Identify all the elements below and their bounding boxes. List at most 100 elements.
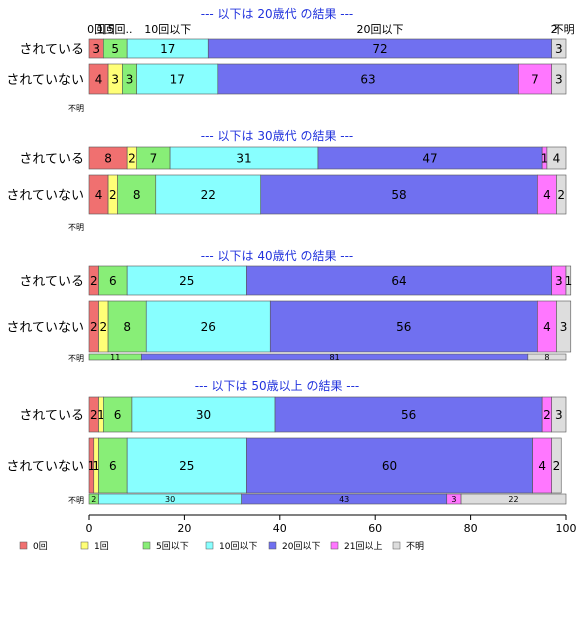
- unknown-bar-value-label: 22: [508, 495, 518, 504]
- bar-value-label: 72: [372, 42, 387, 56]
- bar-value-label: 8: [133, 188, 141, 202]
- bar-segment: [546, 146, 567, 170]
- bar-value-label: 2: [90, 320, 98, 334]
- unknown-bar-value-label: 8: [544, 353, 549, 362]
- legend-swatch: [205, 541, 214, 550]
- bar-value-label: 8: [104, 151, 112, 165]
- bar-value-label: 5: [111, 42, 119, 56]
- bar-value-label: 3: [555, 274, 563, 288]
- top-category-label: 10回以下: [144, 23, 191, 36]
- bar-value-label: 2: [553, 459, 561, 473]
- bar-value-label: 58: [391, 188, 406, 202]
- bar-value-label: 30: [196, 408, 211, 422]
- unknown-bar-value-label: 81: [330, 353, 340, 362]
- panel-title: --- 以下は 30歳代 の結果 ---: [201, 129, 354, 143]
- bar-segment: [155, 174, 262, 215]
- bar-segment: [556, 300, 572, 353]
- unknown-bar-value-label: 3: [451, 495, 456, 504]
- bar-value-label: 7: [150, 151, 158, 165]
- bar-value-label: 47: [422, 151, 437, 165]
- unknown-bar-value-label: 2: [91, 495, 96, 504]
- bar-value-label: 2: [543, 408, 551, 422]
- unknown-bar-value-label: 11: [110, 353, 120, 362]
- panel-title: --- 以下は 50歳以上 の結果 ---: [195, 379, 360, 393]
- bar-segment: [551, 396, 567, 433]
- bar-value-label: 25: [179, 274, 194, 288]
- bar-segment: [136, 63, 219, 95]
- bar-value-label: 3: [555, 408, 563, 422]
- bar-value-label: 6: [114, 408, 122, 422]
- bar-value-label: 4: [538, 459, 546, 473]
- legend-swatch: [80, 541, 89, 550]
- bar-value-label: 56: [396, 320, 411, 334]
- bar-value-label: 64: [391, 274, 406, 288]
- unknown-row-label: 不明: [68, 223, 84, 232]
- x-axis-tick-label: 0: [86, 522, 93, 535]
- bar-value-label: 2: [99, 320, 107, 334]
- unknown-row-label: 不明: [68, 496, 84, 505]
- legend-label: 10回以下: [219, 541, 257, 552]
- legend-swatch: [330, 541, 339, 550]
- bar-value-label: 2: [557, 188, 565, 202]
- bar-value-label: 1: [92, 459, 100, 473]
- x-axis-tick-label: 60: [368, 522, 382, 535]
- legend-swatch: [392, 541, 401, 550]
- bar-value-label: 26: [201, 320, 216, 334]
- bar-value-label: 1: [565, 274, 573, 288]
- bar-value-label: 3: [560, 320, 568, 334]
- unknown-bar-segment: [460, 493, 567, 505]
- bar-value-label: 3: [555, 42, 563, 56]
- unknown-bar-value-label: 30: [165, 495, 175, 504]
- row-label: されている: [19, 409, 84, 424]
- bar-value-label: 6: [109, 274, 117, 288]
- bar-segment: [551, 437, 562, 494]
- row-label: されている: [19, 275, 84, 290]
- bar-segment: [551, 63, 567, 95]
- bar-value-label: 2: [128, 151, 136, 165]
- unknown-bar-value-label: 43: [339, 495, 349, 504]
- bar-value-label: 1: [88, 459, 96, 473]
- legend-label: 不明: [406, 541, 424, 552]
- bar-value-label: 1: [541, 151, 549, 165]
- bar-value-label: 63: [360, 72, 375, 86]
- unknown-bar-segment: [527, 353, 567, 361]
- row-label: されていない: [6, 460, 84, 475]
- bar-value-label: 56: [401, 408, 416, 422]
- legend-label: 21回以上: [344, 541, 382, 552]
- legend-label: 5回以下: [156, 541, 189, 552]
- top-category-label: 1回: [97, 23, 115, 36]
- top-category-label: 20回以下: [356, 23, 403, 36]
- row-label: されていない: [6, 321, 84, 336]
- bar-value-label: 25: [179, 459, 194, 473]
- bar-segment: [131, 396, 276, 433]
- bar-value-label: 2: [109, 188, 117, 202]
- row-label: されていない: [6, 73, 84, 88]
- legend-swatch: [268, 541, 277, 550]
- bar-value-label: 60: [382, 459, 397, 473]
- bar-segment: [98, 265, 128, 296]
- bar-value-label: 4: [543, 188, 551, 202]
- legend-label: 0回: [33, 541, 48, 552]
- bar-value-label: 4: [543, 320, 551, 334]
- x-axis-tick-label: 20: [177, 522, 191, 535]
- legend-swatch: [142, 541, 151, 550]
- bar-value-label: 2: [90, 408, 98, 422]
- bar-segment: [565, 265, 572, 296]
- bar-segment: [107, 300, 147, 353]
- bar-value-label: 4: [95, 188, 103, 202]
- bar-segment: [126, 437, 247, 494]
- top-category-label: 不明: [553, 23, 575, 36]
- bar-value-label: 4: [95, 72, 103, 86]
- bar-segment: [98, 437, 128, 494]
- legend-label: 1回: [94, 541, 109, 552]
- legend-swatch: [19, 541, 28, 550]
- bar-value-label: 6: [109, 459, 117, 473]
- bar-segment: [246, 265, 552, 296]
- top-category-label: 5回..: [108, 23, 133, 36]
- bar-value-label: 31: [236, 151, 251, 165]
- bar-segment: [556, 174, 567, 215]
- row-label: されている: [19, 152, 84, 167]
- bar-value-label: 3: [555, 72, 563, 86]
